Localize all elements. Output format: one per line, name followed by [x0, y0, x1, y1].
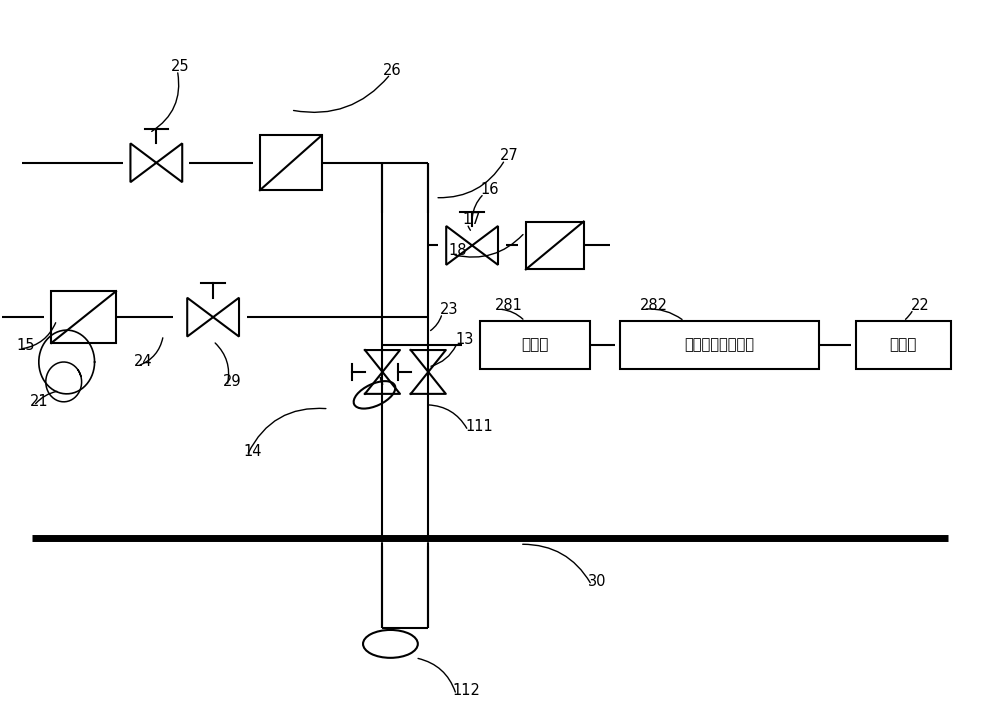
Text: 15: 15: [17, 338, 35, 353]
Bar: [856, 321, 951, 369]
Text: 112: 112: [452, 683, 480, 698]
Text: 27: 27: [500, 148, 519, 163]
Text: 17: 17: [462, 212, 481, 227]
Text: 21: 21: [30, 394, 48, 409]
Text: 282: 282: [639, 298, 667, 313]
Text: 可编程逻辑控制器: 可编程逻辑控制器: [684, 338, 754, 353]
Text: 30: 30: [588, 574, 606, 589]
Text: 计数器: 计数器: [521, 338, 549, 353]
Text: 111: 111: [465, 419, 493, 435]
Text: 16: 16: [480, 182, 499, 197]
Text: 22: 22: [910, 298, 929, 313]
Bar: [480, 321, 590, 369]
Bar: [620, 321, 819, 369]
Bar: [51, 291, 116, 343]
Text: 13: 13: [455, 331, 474, 346]
Text: 主控机: 主控机: [890, 338, 917, 353]
Text: 26: 26: [382, 62, 401, 77]
Text: 281: 281: [495, 298, 523, 313]
Bar: [260, 136, 322, 190]
Text: 25: 25: [171, 59, 190, 74]
Text: 24: 24: [133, 354, 152, 369]
Text: 29: 29: [223, 374, 242, 389]
Text: 23: 23: [440, 302, 459, 317]
Text: 14: 14: [243, 444, 261, 459]
Text: 18: 18: [448, 243, 467, 258]
Bar: [526, 222, 584, 270]
